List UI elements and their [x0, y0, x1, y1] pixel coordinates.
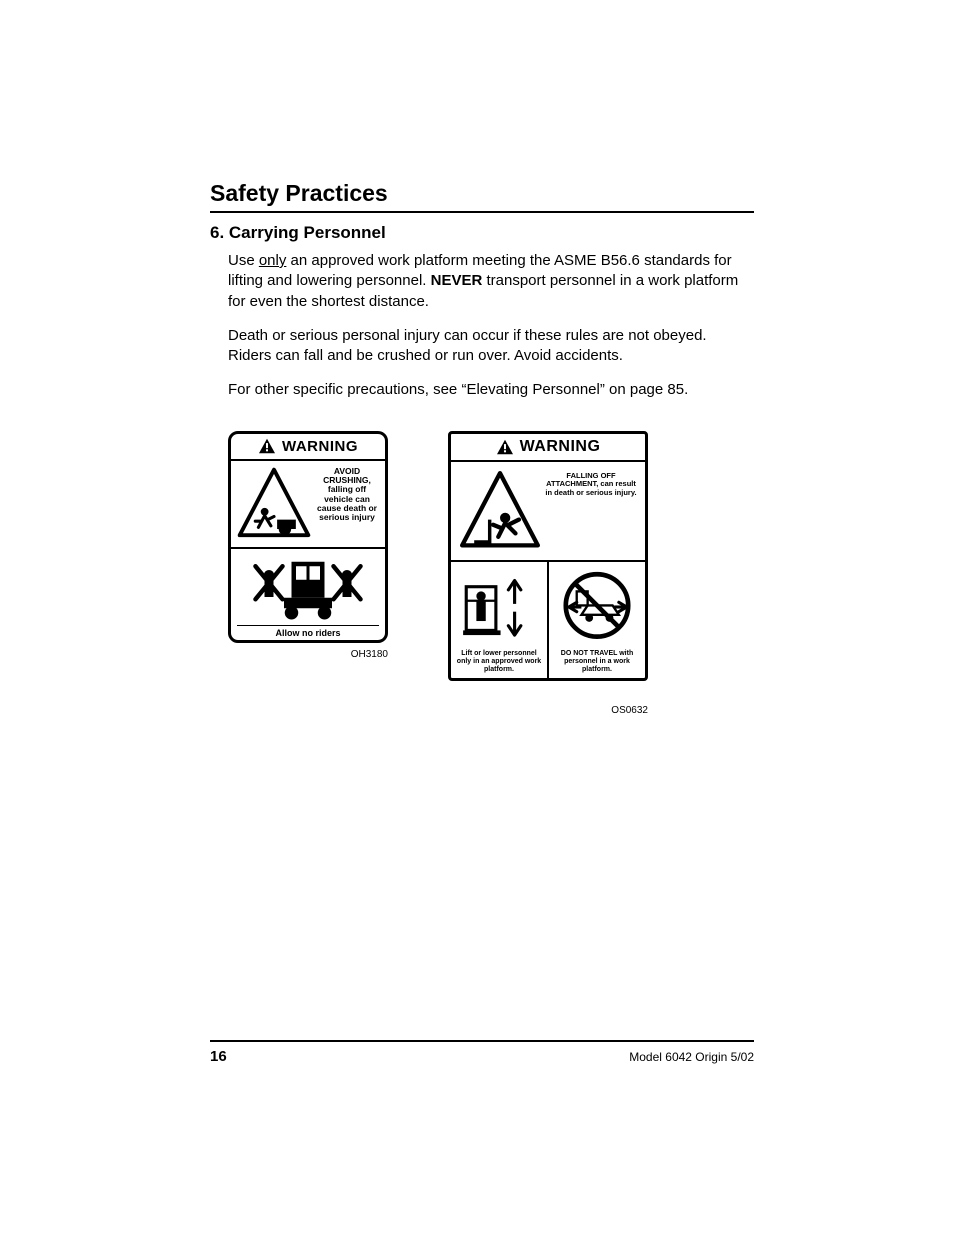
figure-left-wrap: WARNING AVOID CRUSHING, falling off vehi… — [228, 431, 388, 716]
footer-rule — [210, 1040, 754, 1042]
warning-sign-right: WARNING FALLING OFF ATTACHMENT, can resu… — [448, 431, 648, 681]
warning-sign-left-mid: AVOID CRUSHING, falling off vehicle can … — [231, 461, 385, 549]
warning-sign-right-bottom-right: DO NOT TRAVEL with personnel in a work p… — [549, 562, 645, 678]
crushing-hazard-icon — [235, 465, 313, 543]
no-riders-icon — [248, 553, 368, 623]
warning-sign-left: WARNING AVOID CRUSHING, falling off vehi… — [228, 431, 388, 643]
figure-row: WARNING AVOID CRUSHING, falling off vehi… — [228, 431, 754, 716]
warning-sign-right-bottom-left-text: Lift or lower personnel only in an appro… — [455, 650, 543, 674]
warning-sign-right-bottom-left: Lift or lower personnel only in an appro… — [451, 562, 549, 678]
warning-sign-left-mid-text: AVOID CRUSHING, falling off vehicle can … — [313, 465, 381, 543]
warning-sign-right-bottom-right-text: DO NOT TRAVEL with personnel in a work p… — [553, 650, 641, 674]
paragraph-2: Death or serious personal injury can occ… — [228, 326, 754, 367]
warning-sign-left-header: WARNING — [231, 434, 385, 461]
footer-model: Model 6042 Origin 5/02 — [629, 1050, 754, 1064]
warning-triangle-icon — [258, 438, 276, 454]
warning-sign-right-header-text: WARNING — [520, 438, 601, 456]
warning-sign-left-header-text: WARNING — [282, 438, 358, 455]
para1-never: NEVER — [431, 272, 483, 289]
paragraph-3: For other specific precautions, see “Ele… — [228, 380, 754, 400]
page: Safety Practices 6. Carrying Personnel U… — [0, 0, 954, 1235]
page-number: 16 — [210, 1048, 227, 1065]
warning-triangle-icon — [496, 439, 514, 455]
figure-left-caption: OH3180 — [351, 649, 388, 660]
paragraph-1: Use only an approved work platform meeti… — [228, 251, 754, 312]
figure-right-wrap: WARNING FALLING OFF ATTACHMENT, can resu… — [448, 431, 648, 716]
warning-sign-left-bottom: Allow no riders — [231, 549, 385, 640]
para1-pre: Use — [228, 252, 259, 269]
falling-hazard-icon — [457, 468, 543, 554]
page-footer: 16 Model 6042 Origin 5/02 — [210, 1040, 754, 1065]
lift-lower-platform-icon — [459, 568, 539, 646]
warning-sign-right-mid: FALLING OFF ATTACHMENT, can result in de… — [451, 462, 645, 562]
para1-only: only — [259, 252, 287, 269]
body-column: Use only an approved work platform meeti… — [210, 251, 754, 401]
section-heading: Safety Practices — [210, 180, 754, 207]
heading-rule — [210, 211, 754, 213]
do-not-travel-icon — [557, 568, 637, 646]
footer-row: 16 Model 6042 Origin 5/02 — [210, 1048, 754, 1065]
warning-sign-right-mid-text: FALLING OFF ATTACHMENT, can result in de… — [543, 468, 639, 554]
warning-sign-right-bottom: Lift or lower personnel only in an appro… — [451, 562, 645, 678]
subsection-heading: 6. Carrying Personnel — [210, 223, 754, 243]
warning-sign-right-header: WARNING — [451, 434, 645, 462]
warning-sign-left-bottom-text: Allow no riders — [237, 625, 379, 638]
figure-right-caption: OS0632 — [611, 705, 648, 716]
